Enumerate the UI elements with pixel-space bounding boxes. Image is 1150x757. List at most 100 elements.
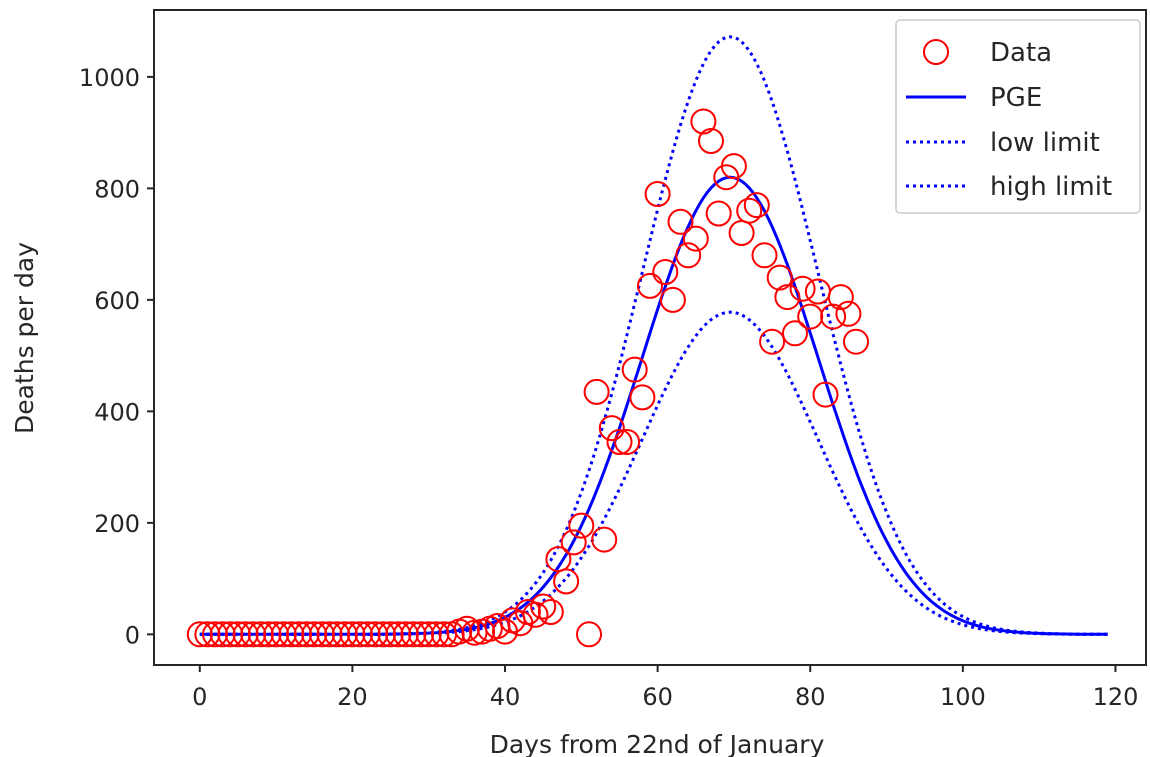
data-point (720, 153, 747, 180)
data-point (263, 621, 290, 648)
data-point (675, 242, 702, 269)
data-point (682, 225, 709, 252)
y-tick-label: 0 (125, 621, 140, 649)
data-point (644, 181, 671, 207)
data-point (667, 208, 694, 235)
data-point (797, 303, 824, 330)
data-point (843, 328, 869, 355)
legend-label-high-limit: high limit (990, 172, 1112, 202)
y-tick-label: 400 (94, 398, 140, 426)
data-point (728, 220, 755, 246)
data-point (812, 381, 839, 408)
data-point (232, 621, 259, 648)
data-point (316, 621, 343, 648)
x-tick-label: 80 (795, 683, 826, 711)
data-point (804, 278, 831, 305)
data-point (301, 621, 328, 648)
data-point (774, 284, 801, 311)
data-point (392, 621, 419, 648)
y-tick-label: 1000 (79, 64, 140, 92)
data-point (782, 320, 808, 347)
data-point (270, 621, 297, 648)
x-tick-label: 40 (490, 683, 521, 711)
data-point (224, 621, 251, 648)
data-point (736, 197, 763, 224)
data-point (835, 300, 862, 327)
data-point (522, 601, 549, 628)
data-point (186, 621, 213, 648)
data-point (759, 328, 786, 355)
y-axis: 0 200 400 600 800 1000 (79, 64, 154, 649)
legend: Data PGE low limit high limit (895, 19, 1141, 214)
legend-label-data: Data (990, 38, 1052, 68)
data-point (362, 621, 389, 648)
data-point (568, 512, 595, 539)
data-point (408, 621, 435, 648)
x-tick-label: 100 (940, 683, 986, 711)
data-point (209, 621, 236, 648)
data-point (194, 621, 221, 648)
x-axis: 0 20 40 60 80 100 120 (192, 665, 1138, 711)
data-point (820, 303, 847, 330)
data-point (637, 272, 663, 299)
axes-frame (153, 9, 1147, 666)
data-point (743, 192, 770, 219)
data-point (240, 621, 267, 648)
data-point (331, 621, 358, 648)
legend-label-low-limit: low limit (990, 128, 1100, 158)
data-point (789, 275, 816, 302)
data-point (591, 526, 618, 553)
data-point (278, 621, 305, 648)
data-point (629, 384, 656, 411)
data-point (324, 621, 351, 648)
data-point (659, 286, 686, 313)
data-point (652, 259, 679, 285)
data-point (217, 621, 244, 648)
data-point (400, 621, 427, 648)
data-point (308, 621, 335, 648)
x-tick-label: 20 (337, 683, 368, 711)
data-point (354, 621, 381, 648)
data-point (530, 593, 557, 620)
data-point (553, 568, 580, 595)
y-tick-label: 800 (94, 175, 140, 203)
data-point (598, 415, 625, 442)
y-axis-label: Deaths per day (10, 242, 39, 434)
data-point (751, 242, 778, 269)
data-point (583, 378, 610, 405)
series-line-pge (199, 175, 1108, 636)
data-point (255, 621, 282, 648)
data-point (698, 128, 724, 154)
x-axis-label: Days from 22nd of January (490, 730, 825, 757)
data-point (621, 356, 648, 383)
data-point (202, 621, 228, 648)
data-point (347, 621, 373, 648)
data-point (537, 599, 564, 625)
data-point (766, 264, 793, 291)
y-tick-label: 200 (94, 510, 140, 538)
data-point (369, 621, 396, 648)
data-point (576, 621, 602, 648)
x-tick-label: 60 (642, 683, 673, 711)
legend-data-marker (923, 39, 949, 65)
series-line-low-limit (199, 310, 1108, 636)
data-point (286, 621, 312, 648)
x-tick-label: 120 (1093, 683, 1139, 711)
data-point (606, 429, 633, 455)
data-point (690, 108, 717, 135)
plot-area (186, 35, 1108, 648)
legend-label-pge: PGE (990, 83, 1042, 113)
data-point (385, 621, 412, 648)
legend-box (895, 19, 1141, 214)
data-point (827, 284, 854, 311)
data-point (339, 621, 366, 648)
data-point (247, 621, 274, 648)
data-point (614, 429, 641, 455)
data-point (705, 200, 732, 227)
data-point (415, 621, 442, 648)
series-line-high-limit (199, 35, 1108, 636)
data-point (293, 621, 320, 648)
data-point (560, 529, 587, 556)
y-tick-label: 600 (94, 287, 140, 315)
